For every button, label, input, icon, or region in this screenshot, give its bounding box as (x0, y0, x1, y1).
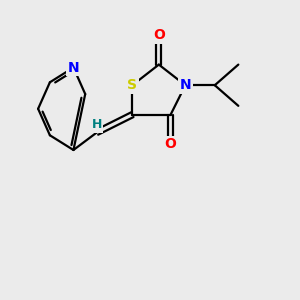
Text: S: S (127, 78, 137, 92)
Text: O: O (165, 137, 176, 151)
Text: N: N (68, 61, 79, 75)
Text: O: O (153, 28, 165, 42)
Text: N: N (179, 78, 191, 92)
Text: H: H (92, 118, 102, 131)
